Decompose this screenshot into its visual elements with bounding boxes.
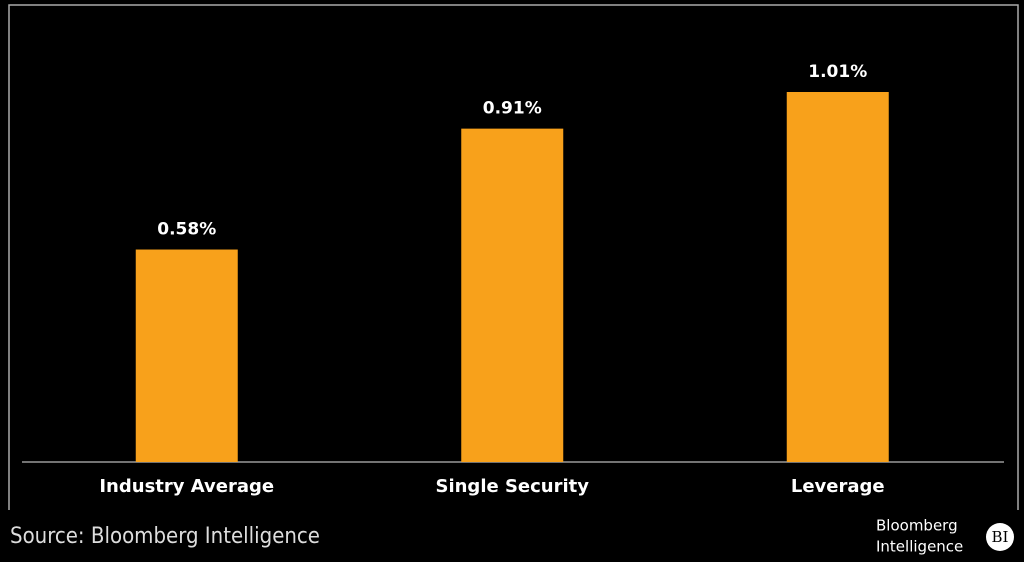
frame <box>8 4 1019 510</box>
logo-text: Bloomberg <box>876 517 958 535</box>
value-label: 0.58% <box>157 220 216 240</box>
source: Source: Bloomberg Intelligence <box>10 524 320 549</box>
x-tick-label: Leverage <box>791 476 885 497</box>
value-label: 1.01% <box>808 62 867 82</box>
bar <box>786 92 889 462</box>
logo-badge-circle <box>986 523 1014 551</box>
x-tick-label: Industry Average <box>99 476 274 497</box>
logo-text: Intelligence <box>876 538 963 556</box>
logo-badge: BI <box>992 528 1009 546</box>
bar <box>461 128 564 462</box>
value-label: 0.91% <box>483 99 542 119</box>
bar <box>135 249 238 462</box>
x-tick-label: Single Security <box>435 476 589 497</box>
